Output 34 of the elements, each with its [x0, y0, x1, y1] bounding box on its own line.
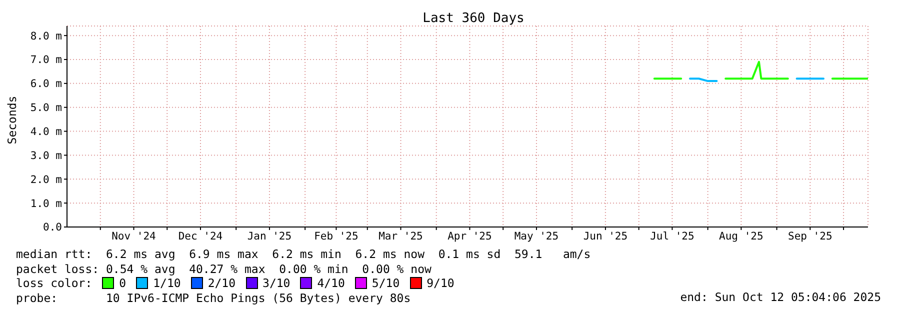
chart-title: Last 360 Days	[422, 11, 526, 27]
y-tick-label: 2.0 m	[30, 174, 62, 186]
text: packet loss: 0.54 % avg 40.27 % max 0.00 % min 0.00 % now	[16, 262, 432, 276]
legend-title: loss color:	[16, 276, 92, 290]
legend-label: 1/10	[153, 276, 181, 290]
legend-label: 5/10	[372, 276, 400, 290]
y-tick-label: 6.0 m	[30, 78, 62, 90]
x-tick-label: Apr '25	[448, 230, 492, 242]
y-axis-title: Seconds	[5, 96, 19, 144]
y-tick-label: 5.0 m	[30, 102, 62, 114]
x-tick-label: Jun '25	[583, 230, 628, 242]
legend-label: 4/10	[317, 276, 345, 290]
y-tick-label: 1.0 m	[30, 198, 62, 210]
y-tick-label: 4.0 m	[30, 126, 62, 138]
x-tick-label: Sep '25	[788, 230, 832, 242]
x-tick-label: Jul '25	[650, 230, 694, 242]
x-tick-label: May '25	[514, 230, 559, 242]
text: median rtt: 6.2 ms avg 6.9 ms max 6.2 ms min 6.2 ms now 0.1 ms sd 59.1 am/s	[16, 247, 591, 262]
y-tick-label: 7.0 m	[30, 54, 62, 66]
y-tick-label: 8.0 m	[30, 30, 62, 42]
legend-label: 9/10	[426, 276, 454, 290]
legend-label: 0	[119, 276, 126, 290]
x-tick-label: Nov '24	[112, 230, 156, 242]
legend-label: 3/10	[262, 276, 290, 290]
text: probe: 10 IPv6-ICMP Echo Pings (56 Bytes) every 80s	[16, 290, 412, 305]
x-tick-label: Aug '25	[719, 230, 764, 242]
y-tick-label: 3.0 m	[30, 150, 62, 162]
legend-label: 2/10	[208, 276, 236, 290]
y-tick-label: 0.0	[43, 222, 62, 234]
text: end: Sun Oct 12 05:04:06 2025	[680, 290, 881, 304]
x-tick-label: Mar '25	[378, 230, 423, 242]
x-tick-label: Jan '25	[247, 230, 292, 242]
x-tick-label: Feb '25	[314, 230, 358, 242]
x-tick-label: Dec '24	[178, 230, 223, 242]
